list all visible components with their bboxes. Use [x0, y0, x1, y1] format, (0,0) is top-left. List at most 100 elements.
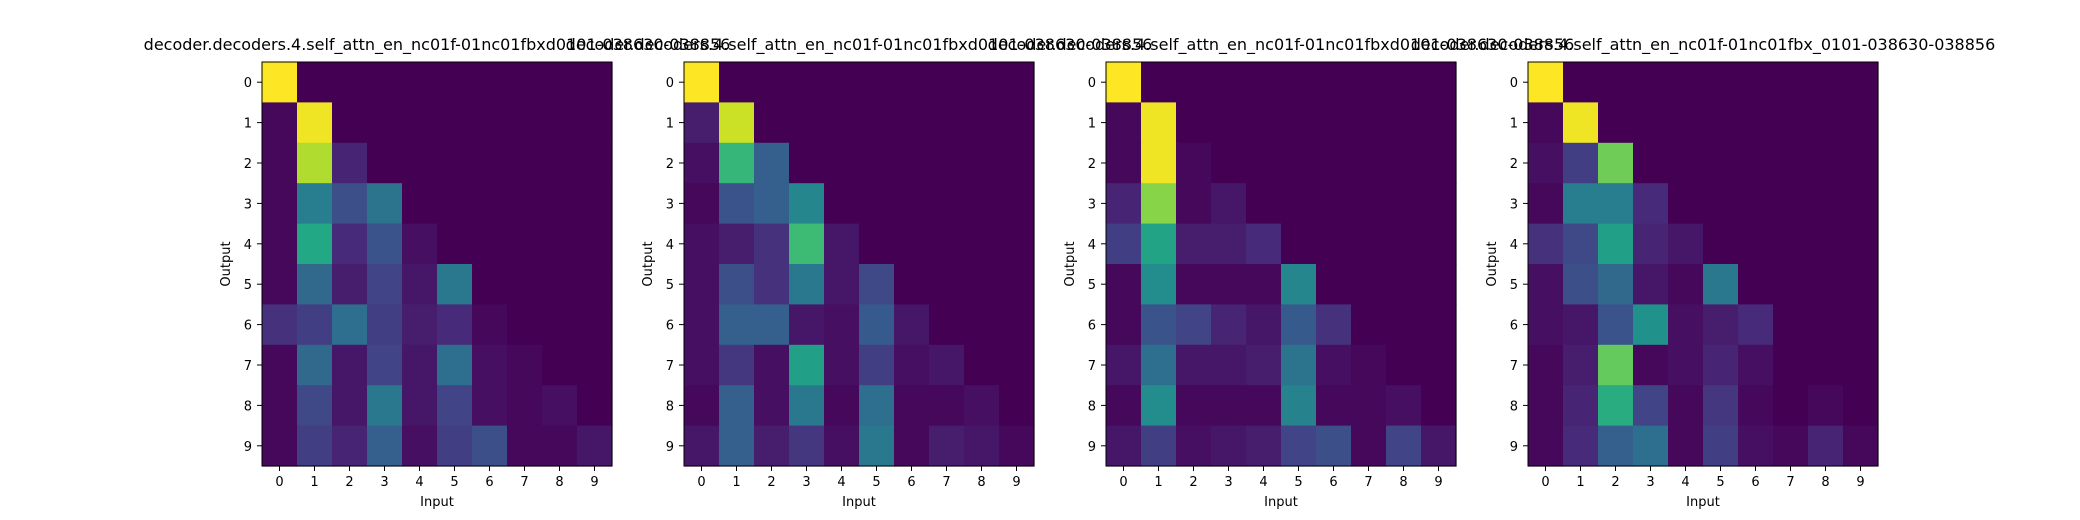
- heatmap-cell: [1633, 344, 1669, 386]
- heatmap-cell: [332, 344, 368, 386]
- heatmap-cell: [1176, 102, 1212, 144]
- heatmap-cell: [1316, 344, 1352, 386]
- heatmap-cell: [542, 102, 578, 144]
- x-tick-label: 5: [450, 475, 458, 490]
- heatmap-cell: [964, 304, 1000, 346]
- heatmap-cell: [859, 223, 895, 265]
- heatmap-cell: [262, 304, 298, 346]
- heatmap-cell: [894, 344, 930, 386]
- heatmap-cell: [999, 62, 1035, 103]
- heatmap-cell: [999, 425, 1035, 467]
- heatmap-cell: [472, 304, 508, 346]
- heatmap-cell: [1386, 62, 1422, 103]
- heatmap-cell: [332, 304, 368, 346]
- heatmap-cell: [1386, 102, 1422, 144]
- x-tick-label: 4: [1681, 475, 1689, 490]
- heatmap-cell: [1528, 425, 1564, 467]
- heatmap-cell: [754, 183, 790, 225]
- heatmap-cell: [1106, 142, 1142, 184]
- heatmap-cell: [1106, 264, 1142, 305]
- heatmap-cell: [1563, 425, 1599, 467]
- heatmap-cell: [1281, 425, 1317, 467]
- heatmap-cell: [1106, 102, 1142, 144]
- heatmap-cell: [1246, 102, 1282, 144]
- x-axis-label: Input: [1264, 495, 1298, 510]
- heatmap-cell: [929, 142, 965, 184]
- heatmap-cell: [824, 183, 860, 225]
- heatmap-cell: [507, 102, 543, 144]
- y-axis-label: Output: [1063, 241, 1078, 286]
- heatmap-cell: [1563, 142, 1599, 184]
- heatmap-cell: [1386, 142, 1422, 184]
- heatmap-cell: [1668, 102, 1704, 144]
- heatmap-cell: [297, 62, 333, 103]
- x-tick-label: 2: [1611, 475, 1619, 490]
- heatmap-cell: [367, 183, 403, 225]
- heatmap-cell: [507, 62, 543, 103]
- heatmap-cell: [1106, 223, 1142, 265]
- x-tick-label: 6: [1329, 475, 1337, 490]
- heatmap-cell: [859, 62, 895, 103]
- heatmap-cell: [1106, 62, 1142, 103]
- heatmap-cell: [1528, 62, 1564, 103]
- heatmap-cell: [297, 425, 333, 467]
- heatmap-cell: [684, 385, 720, 427]
- y-tick-label: 3: [666, 197, 674, 212]
- heatmap-cell: [1563, 183, 1599, 225]
- heatmap-cell: [1633, 223, 1669, 265]
- y-tick-label: 5: [666, 278, 674, 293]
- heatmap-cell: [1176, 344, 1212, 386]
- heatmap-cell: [1843, 385, 1879, 427]
- heatmap-cell: [262, 385, 298, 427]
- heatmap-cell: [1528, 264, 1564, 305]
- heatmap-cell: [1211, 62, 1247, 103]
- heatmap-cell: [1808, 425, 1844, 467]
- x-tick-label: 8: [1821, 475, 1829, 490]
- heatmap-cell: [1703, 102, 1739, 144]
- heatmap-cell: [1598, 142, 1634, 184]
- heatmap-cell: [1141, 264, 1177, 305]
- heatmap-cell: [1808, 183, 1844, 225]
- tick-marks: 0 1 2 3 4 5 6 7 8 9 0 1 2 3 4 5 6 7 8 9: [244, 76, 599, 490]
- heatmap-cell: [402, 425, 438, 467]
- heatmap-cell: [1668, 142, 1704, 184]
- heatmap-cell: [1738, 264, 1774, 305]
- heatmap-cell: [1281, 344, 1317, 386]
- x-axis-label: Input: [842, 495, 876, 510]
- x-tick-label: 3: [1646, 475, 1654, 490]
- heatmap-cell: [542, 183, 578, 225]
- heatmap-cell: [297, 264, 333, 305]
- heatmap-cell: [1211, 183, 1247, 225]
- heatmap-cell: [1528, 142, 1564, 184]
- tick-marks: 0 1 2 3 4 5 6 7 8 9 0 1 2 3 4 5 6 7 8 9: [666, 76, 1021, 490]
- heatmap-cell: [1176, 385, 1212, 427]
- x-tick-label: 0: [275, 475, 283, 490]
- heatmap-cell: [684, 142, 720, 184]
- heatmap-cell: [719, 183, 755, 225]
- heatmap-cell: [1598, 183, 1634, 225]
- heatmap-cell: [1563, 102, 1599, 144]
- heatmap-cell: [789, 62, 825, 103]
- heatmap-cell: [1421, 223, 1457, 265]
- heatmap-cell: [577, 385, 613, 427]
- panel-1: 0 1 2 3 4 5 6 7 8 9 0 1 2 3 4 5 6 7 8 9 decoder.decoders.4.…: [144, 35, 731, 510]
- x-tick-label: 8: [977, 475, 985, 490]
- heatmap-cell: [437, 142, 473, 184]
- heatmap-cell: [789, 304, 825, 346]
- heatmap-cell: [1386, 183, 1422, 225]
- heatmap-cell: [1773, 142, 1809, 184]
- heatmap-cell: [719, 62, 755, 103]
- heatmap-cell: [789, 142, 825, 184]
- heatmap-cell: [999, 344, 1035, 386]
- heatmap-cell: [894, 183, 930, 225]
- heatmap-cell: [402, 62, 438, 103]
- heatmap-cell: [1351, 142, 1387, 184]
- heatmap-cell: [577, 425, 613, 467]
- heatmap-cell: [894, 425, 930, 467]
- x-tick-label: 0: [1119, 475, 1127, 490]
- heatmap-cell: [894, 102, 930, 144]
- x-tick-label: 3: [802, 475, 810, 490]
- heatmap-cell: [437, 385, 473, 427]
- y-tick-label: 5: [1510, 278, 1518, 293]
- heatmap-cell: [824, 304, 860, 346]
